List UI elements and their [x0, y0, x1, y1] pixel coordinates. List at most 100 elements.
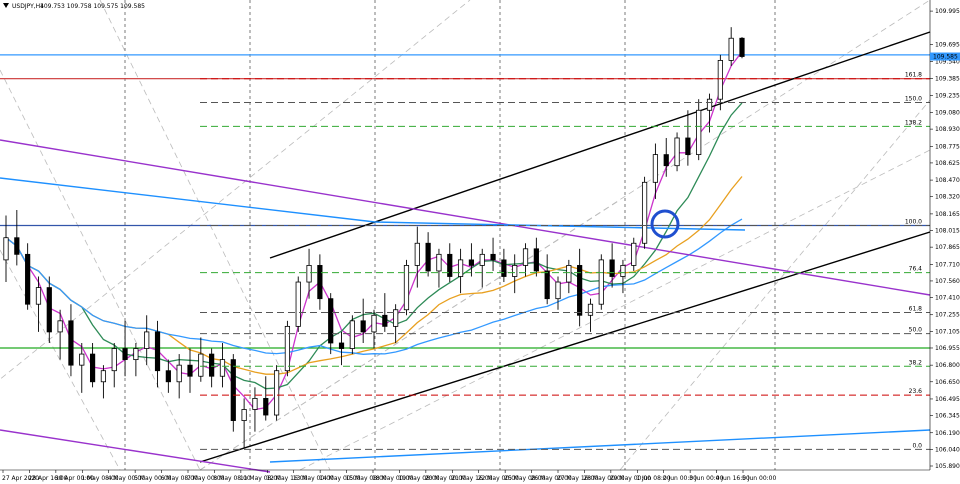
trend-line: [374, 221, 746, 231]
candle-body: [717, 60, 723, 100]
candle-body: [360, 320, 366, 333]
time-tick-label: 28 May 00:00: [583, 475, 624, 482]
diagonal-guide-line: [619, 99, 931, 471]
chart-menu-icon[interactable]: [3, 3, 9, 8]
candle-body: [555, 281, 561, 300]
time-tick-label: 28 Apr 16:00: [28, 475, 67, 482]
price-tick-label: 108.320: [935, 194, 960, 201]
time-tick-label: 3 Jun 00:00: [689, 475, 723, 482]
price-tick-label: 106.800: [935, 362, 960, 369]
diagonal-guide-line: [0, 249, 121, 471]
time-tick-label: 21 May 16:00: [451, 475, 492, 482]
candle-body: [739, 37, 745, 57]
price-tick-label: 107.865: [935, 244, 960, 251]
price-tick-label: 105.890: [935, 463, 960, 470]
candle-body: [544, 270, 550, 300]
candle-body: [252, 398, 258, 410]
time-tick-label: 6 May 08:00: [161, 475, 199, 482]
candle-body: [706, 98, 713, 111]
candle-body: [338, 342, 345, 349]
price-tick-label: 109.235: [935, 92, 960, 99]
time-tick-label: 2 Jun 00:00: [663, 475, 697, 482]
price-tick-label: 107.560: [935, 278, 960, 285]
diagonal-guide-line: [199, 199, 621, 471]
candle-body: [122, 348, 128, 361]
price-tick-label: 106.040: [935, 446, 960, 453]
candle-body: [154, 331, 161, 372]
candle-body: [457, 259, 464, 277]
candle-body: [25, 253, 31, 305]
price-tick-label: 107.710: [935, 261, 960, 268]
candle-body: [46, 287, 52, 333]
fib-level-label: 23.6: [909, 388, 923, 395]
time-tick-label: 27 May 16:00: [557, 475, 598, 482]
trend-line: [269, 31, 931, 259]
candle-body: [35, 287, 42, 305]
candle-body: [328, 298, 334, 344]
price-tick-label: 107.410: [935, 295, 960, 302]
highlight-circle: [650, 209, 680, 239]
price-tick-label: 109.995: [935, 8, 960, 15]
price-tick-label: 108.625: [935, 160, 960, 167]
trend-line: [269, 429, 931, 463]
trend-line: [199, 231, 931, 463]
candle-body: [284, 325, 291, 372]
candle-body: [273, 370, 280, 416]
time-tick-label: 27 Apr 2020: [2, 475, 39, 482]
fib-level-label: 76.4: [909, 266, 923, 273]
candle-body: [468, 259, 475, 266]
time-tick-label: 12 May 16:00: [266, 475, 307, 482]
time-tick-label: 18 May 00:00: [372, 475, 413, 482]
candle-body: [100, 370, 107, 383]
time-tick-label: 1 Jun 08:00: [636, 475, 670, 482]
time-tick-label: 5 Jun 00:00: [742, 475, 776, 482]
candle-body: [403, 265, 410, 311]
time-tick-label: 26 May 00:00: [531, 475, 572, 482]
time-tick-label: 14 May 00:00: [319, 475, 360, 482]
candle-body: [436, 253, 442, 272]
candle-body: [696, 109, 702, 156]
candle-body: [414, 242, 420, 266]
candle-body: [144, 331, 150, 349]
candle-body: [371, 314, 377, 333]
price-tick-label: 108.165: [935, 211, 960, 218]
price-tick-label: 106.495: [935, 396, 960, 403]
time-tick-label: 13 May 00:00: [293, 475, 334, 482]
candle-body: [68, 320, 74, 366]
fib-level-label: 100.0: [905, 219, 922, 226]
trend-line: [0, 177, 376, 223]
candle-body: [533, 248, 539, 272]
candle-body: [512, 265, 518, 277]
candle-body: [479, 253, 485, 266]
time-tick-label: 29 May 00:00: [610, 475, 651, 482]
price-tick-label: 109.080: [935, 109, 960, 116]
price-tick-label: 109.695: [935, 41, 960, 48]
candle-body: [89, 353, 96, 383]
fib-level-label: 50.0: [909, 327, 923, 334]
price-tick-label: 106.190: [935, 430, 960, 437]
price-tick-label: 109.540: [935, 59, 960, 66]
candle-body: [198, 353, 204, 377]
candle-body: [219, 359, 226, 377]
time-tick-label: 7 May 00:00: [187, 475, 225, 482]
diagonal-guide-line: [0, 69, 201, 471]
candle-body: [241, 409, 247, 421]
time-tick-label: 22 May 00:00: [478, 475, 519, 482]
candle-body: [14, 237, 20, 255]
candle-body: [501, 259, 507, 277]
candle-body: [263, 398, 269, 416]
candle-body: [566, 265, 572, 283]
price-tick-label: 109.385: [935, 76, 960, 83]
time-tick-label: 1 May 08:00: [81, 475, 119, 482]
candle-body: [209, 353, 215, 377]
candle-body: [165, 370, 171, 383]
candle-body: [663, 154, 669, 167]
candle-body: [133, 348, 139, 361]
price-tick-label: 108.930: [935, 126, 960, 133]
ohlc-header: 109.753 109.758 109.575 109.585: [40, 3, 145, 10]
price-tick-label: 106.955: [935, 345, 960, 352]
trend-line: [0, 139, 931, 296]
